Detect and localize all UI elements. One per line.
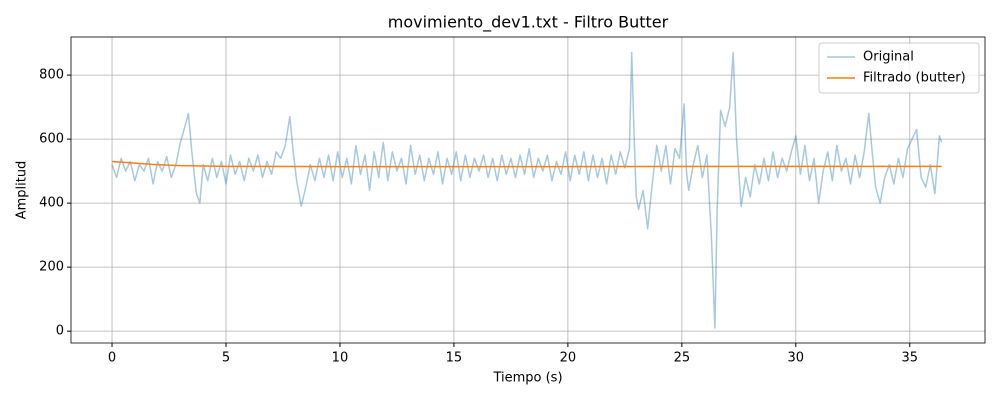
x-tick-label: 20 — [560, 351, 577, 366]
legend-label: Filtrado (butter) — [863, 71, 966, 86]
x-tick-label: 10 — [332, 351, 349, 366]
data-line — [111, 51, 943, 329]
x-tick-label: 35 — [902, 351, 919, 366]
x-tick-label: 30 — [788, 351, 805, 366]
legend-label: Original — [863, 50, 914, 65]
x-tick-label: 5 — [222, 351, 230, 366]
x-tick-label: 0 — [108, 351, 116, 366]
x-axis-label: Tiempo (s) — [492, 371, 562, 386]
chart-title: movimiento_dev1.txt - Filtro Butter — [388, 13, 669, 33]
y-tick-label: 800 — [39, 68, 64, 83]
y-tick-label: 0 — [56, 324, 64, 339]
plot-frame — [70, 36, 986, 344]
y-tick-label: 400 — [39, 196, 64, 211]
y-tick-label: 200 — [39, 260, 64, 275]
y-tick-label: 600 — [39, 132, 64, 147]
data-line — [111, 160, 942, 168]
x-tick-label: 25 — [674, 351, 691, 366]
x-tick-label: 15 — [446, 351, 463, 366]
y-axis-label: Amplitud — [15, 161, 30, 220]
legend-box — [818, 42, 980, 94]
